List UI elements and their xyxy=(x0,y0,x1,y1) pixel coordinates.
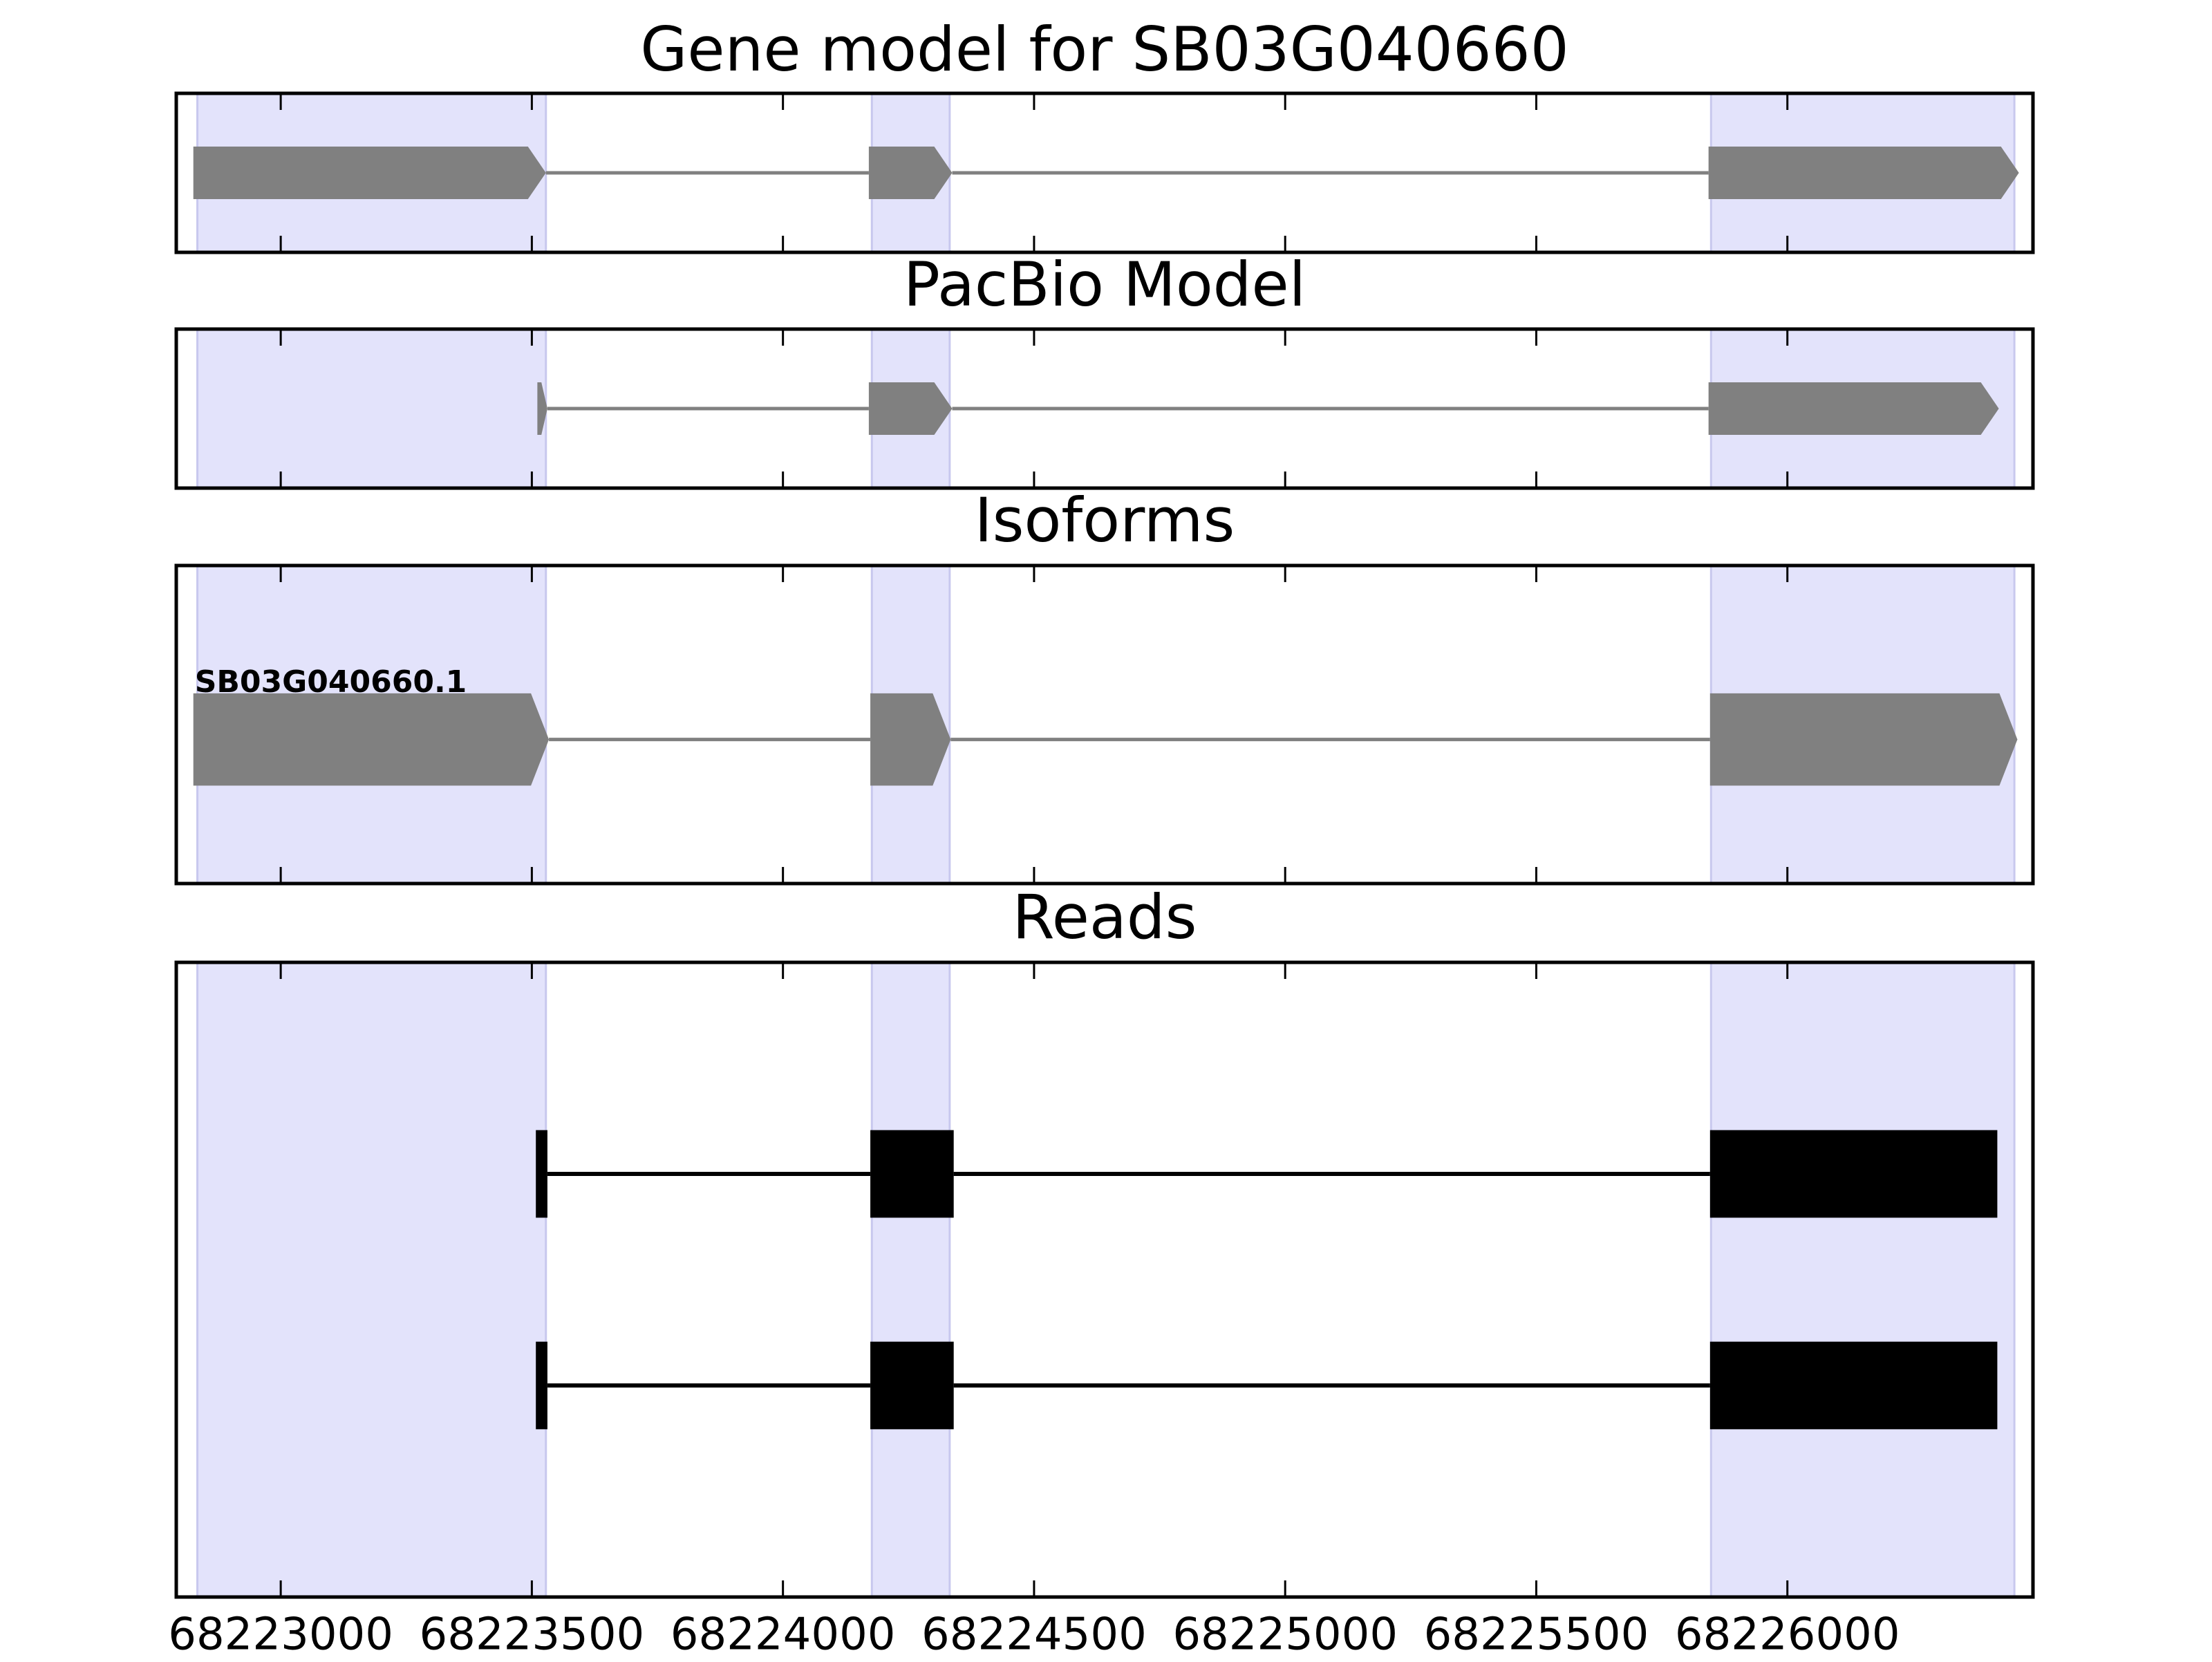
exon xyxy=(537,382,547,435)
read-block xyxy=(536,1130,547,1218)
exon xyxy=(1708,382,1999,435)
exon xyxy=(193,147,546,199)
read-block xyxy=(1709,1130,1998,1218)
panel-title: Gene model for SB03G040660 xyxy=(640,14,1569,85)
read-block xyxy=(870,1130,954,1218)
exon xyxy=(870,693,951,786)
panel-title: Reads xyxy=(1013,881,1197,953)
read-block xyxy=(536,1341,547,1430)
exon-highlight xyxy=(870,961,951,1598)
read-block xyxy=(1709,1341,1998,1430)
x-tick-label: 68225500 xyxy=(1424,1609,1649,1659)
exon-highlight xyxy=(1709,961,2016,1598)
exon xyxy=(1709,693,2018,786)
x-tick-label: 68223500 xyxy=(420,1609,645,1659)
panel-frame xyxy=(174,960,2035,1599)
exon-highlight xyxy=(196,961,547,1598)
panel-frame xyxy=(174,327,2035,490)
x-tick-label: 68225000 xyxy=(1172,1609,1398,1659)
read-block xyxy=(870,1341,954,1430)
panel-title: PacBio Model xyxy=(903,249,1306,320)
exon xyxy=(1708,147,2019,199)
exon-highlight xyxy=(196,328,547,489)
x-tick-label: 68224500 xyxy=(921,1609,1147,1659)
exon xyxy=(868,147,953,199)
exon xyxy=(193,693,550,786)
exon xyxy=(868,382,953,435)
panel-title: Isoforms xyxy=(975,485,1235,556)
x-tick-label: 68226000 xyxy=(1675,1609,1900,1659)
panel-frame xyxy=(174,91,2035,254)
x-tick-label: 68223000 xyxy=(168,1609,393,1659)
x-tick-label: 68224000 xyxy=(671,1609,896,1659)
panel-frame xyxy=(174,563,2035,886)
isoform-label: SB03G040660.1 xyxy=(195,664,467,700)
